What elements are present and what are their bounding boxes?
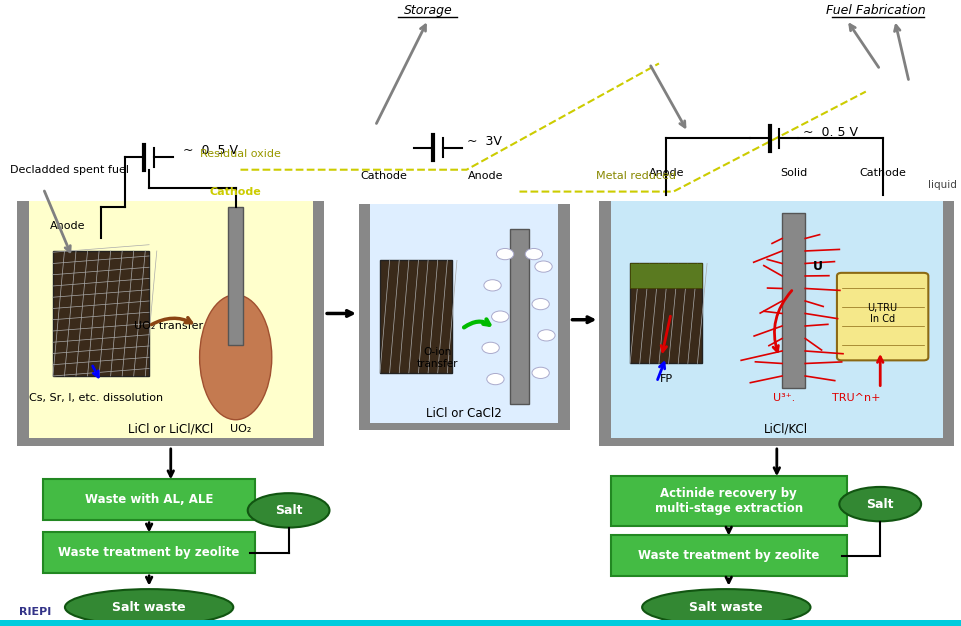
Text: ~  0. 5 V: ~ 0. 5 V [802,126,857,139]
Circle shape [481,342,499,354]
Ellipse shape [838,487,920,521]
Text: Anode: Anode [648,168,683,178]
FancyBboxPatch shape [610,535,846,576]
Text: ~  0. 5 V: ~ 0. 5 V [183,145,237,158]
Bar [629,264,702,289]
Bar [509,229,529,404]
FancyBboxPatch shape [610,201,942,438]
Bar [17,438,324,446]
Text: Salt: Salt [275,504,302,517]
Text: Storage: Storage [404,4,452,16]
Text: Decladded spent fuel: Decladded spent fuel [10,165,129,175]
Bar [781,213,804,389]
Bar [228,207,243,345]
Text: UO₂ transfer: UO₂ transfer [134,321,203,331]
Circle shape [496,249,513,260]
Text: Solid: Solid [779,168,806,178]
Bar [629,264,702,364]
Text: Waste treatment by zeolite: Waste treatment by zeolite [59,546,239,559]
Bar [17,201,29,446]
FancyBboxPatch shape [836,273,927,361]
Text: Metal reduced: Metal reduced [596,171,676,181]
Ellipse shape [642,589,809,625]
Text: U: U [812,260,822,273]
Circle shape [531,367,549,379]
Bar [380,260,452,373]
FancyBboxPatch shape [29,201,312,438]
Circle shape [525,249,542,260]
Circle shape [491,311,508,322]
Bar [0,620,961,626]
Text: UO₂: UO₂ [230,424,251,434]
Bar [358,204,370,430]
Bar [53,251,149,376]
Text: U³⁺.: U³⁺. [772,393,795,403]
Text: Cs, Sr, I, etc. dissolution: Cs, Sr, I, etc. dissolution [29,393,163,403]
Text: Cathode: Cathode [858,168,905,178]
Circle shape [531,299,549,310]
Bar [599,201,610,446]
Text: Residual oxide: Residual oxide [200,149,281,159]
Ellipse shape [65,589,233,625]
Text: Anode: Anode [50,221,85,231]
Circle shape [534,261,552,272]
Bar [599,438,953,446]
Text: LiCl or LiCl/KCl: LiCl or LiCl/KCl [128,422,213,435]
Text: liquid: liquid [927,180,956,190]
Bar [312,201,324,446]
Ellipse shape [200,295,272,420]
FancyBboxPatch shape [370,204,557,423]
Bar [942,201,953,446]
Text: O-ion
transfer: O-ion transfer [416,347,458,369]
Circle shape [483,280,501,291]
Text: Anode: Anode [468,171,503,181]
Text: LiCl or CaCl2: LiCl or CaCl2 [426,407,502,419]
Text: LiCl/KCl: LiCl/KCl [764,422,807,435]
Text: Salt: Salt [866,498,893,511]
Text: U,TRU
In Cd: U,TRU In Cd [867,303,897,324]
Ellipse shape [248,493,329,528]
Text: RIEPI: RIEPI [19,607,52,617]
Text: Fuel Fabrication: Fuel Fabrication [825,4,924,16]
Text: FP: FP [659,374,672,384]
Bar [358,423,569,430]
Text: Waste treatment by zeolite: Waste treatment by zeolite [637,549,819,562]
Text: Waste with AL, ALE: Waste with AL, ALE [85,493,213,506]
Bar [200,307,271,408]
Text: Salt waste: Salt waste [112,601,185,613]
FancyBboxPatch shape [43,479,255,520]
Text: Cathode: Cathode [209,187,261,197]
Text: ~  3V: ~ 3V [466,135,501,148]
Text: TRU^n+: TRU^n+ [831,393,879,403]
FancyBboxPatch shape [43,532,255,573]
FancyBboxPatch shape [610,476,846,526]
Text: Actinide recovery by
multi-stage extraction: Actinide recovery by multi-stage extract… [654,487,801,515]
Text: Cathode: Cathode [360,171,407,181]
Bar [557,204,569,430]
Text: Salt waste: Salt waste [689,601,762,613]
Circle shape [537,330,554,341]
Circle shape [486,374,504,385]
